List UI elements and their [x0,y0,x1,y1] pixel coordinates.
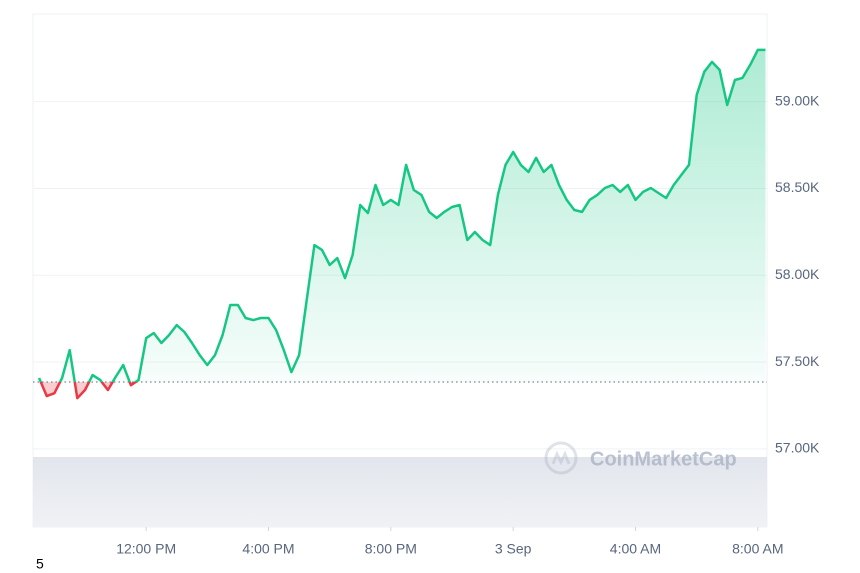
y-tick-label: 57.50K [775,353,820,369]
volume-band [33,457,767,527]
area-up [39,49,766,383]
x-tick-label: 8:00 PM [365,541,417,557]
x-tick-label: 4:00 AM [610,541,661,557]
x-tick-label: 4:00 PM [242,541,294,557]
y-tick-label: 59.00K [775,92,820,108]
y-tick-label: 58.00K [775,266,820,282]
x-tick-label: 8:00 AM [732,541,783,557]
y-tick-label: 58.50K [775,179,820,195]
price-line-up [37,48,766,383]
x-tick-label: 12:00 PM [116,541,176,557]
y-tick-label: 57.00K [775,440,820,456]
watermark: CoinMarketCap [590,448,737,470]
watermark-logo [544,441,578,475]
footer: 5 [36,556,44,572]
x-tick-label: 3 Sep [495,541,532,557]
